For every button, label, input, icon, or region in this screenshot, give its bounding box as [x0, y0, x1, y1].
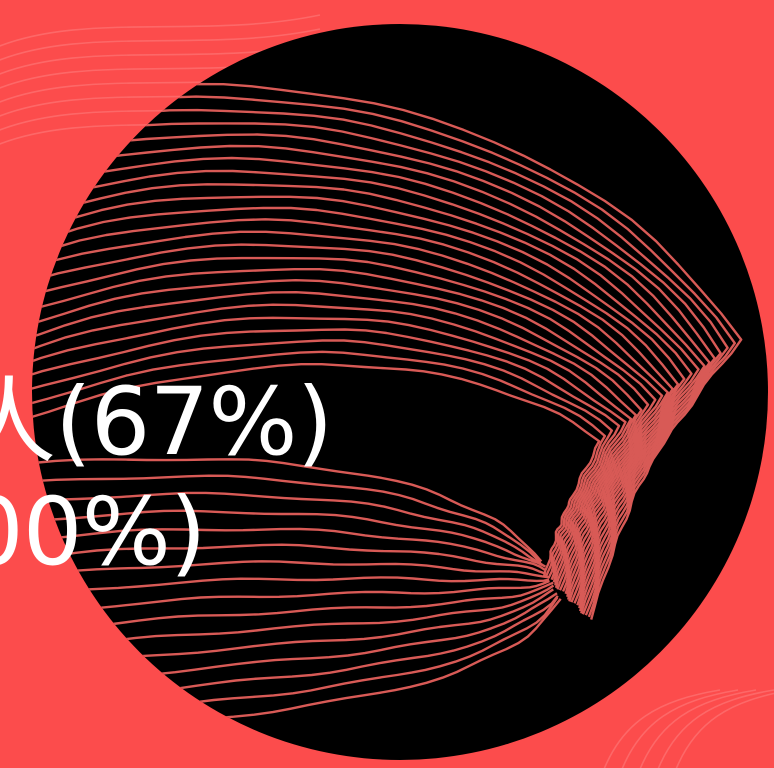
faint-line: [621, 689, 739, 768]
contour-line: [32, 527, 546, 571]
contour-line: [32, 169, 700, 606]
contour-line: [32, 363, 601, 577]
faint-line: [0, 14, 321, 47]
faint-line: [0, 28, 321, 61]
faint-line: [639, 689, 757, 768]
contour-line: [32, 509, 546, 568]
contour-line: [32, 183, 693, 604]
contour-line: [32, 576, 550, 608]
contour-line: [32, 560, 550, 589]
contour-line: [32, 543, 547, 575]
faint-line: [603, 689, 721, 768]
contour-line: [32, 122, 722, 615]
contour-line: [32, 256, 657, 592]
caption-line-2: 00%): [0, 478, 207, 587]
faint-line: [657, 689, 774, 768]
contour-line: [32, 328, 621, 581]
faint-line: [675, 692, 774, 768]
contour-line: [32, 195, 686, 603]
contour-line: [32, 303, 633, 586]
contour-line: [32, 230, 669, 598]
contour-line: [32, 243, 664, 595]
contour-line: [32, 268, 650, 591]
contour-line: [32, 339, 613, 579]
contour-line: [32, 206, 680, 602]
contour-line: [32, 144, 711, 612]
contour-line: [32, 218, 674, 600]
contour-line: [32, 156, 706, 609]
contour-line: [32, 95, 736, 618]
contour-line: [32, 350, 607, 578]
contour-line: [32, 108, 729, 616]
contour-line: [32, 491, 543, 566]
contour-line: [32, 458, 543, 563]
contour-line: [32, 474, 542, 565]
contour-line: [32, 291, 638, 589]
contour-line: [32, 133, 716, 614]
contour-line: [32, 316, 627, 583]
caption-line-1: 人(67%): [0, 368, 333, 477]
contour-line: [32, 279, 643, 590]
